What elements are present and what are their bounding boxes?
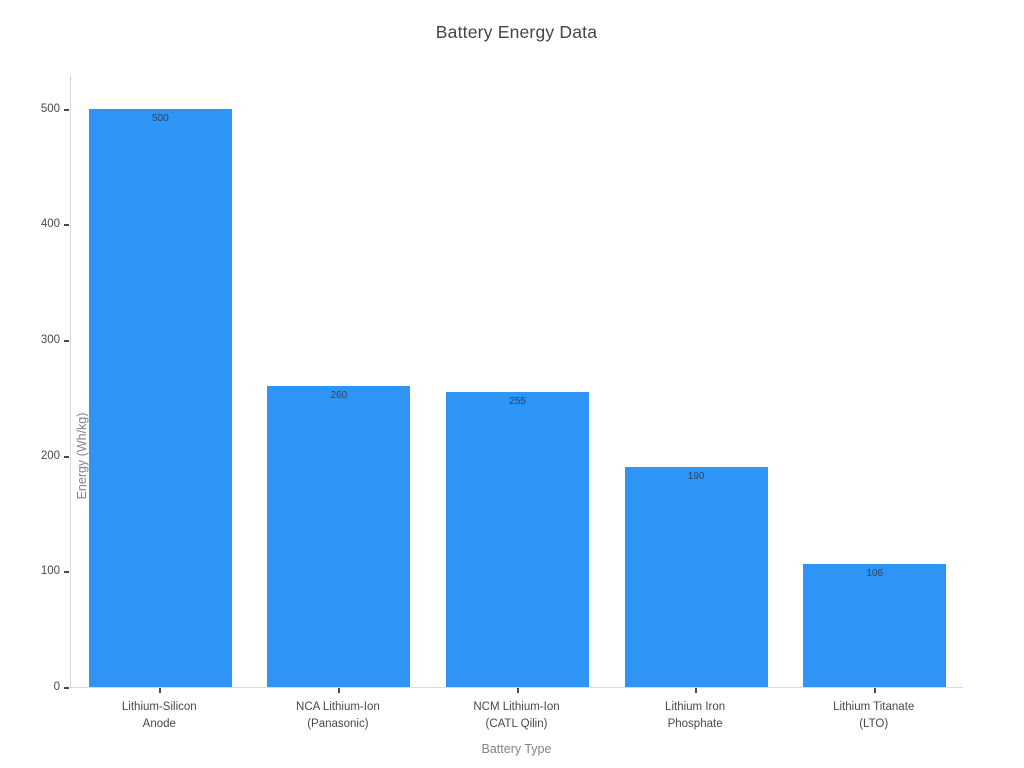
y-tick-mark	[64, 108, 69, 111]
x-tick-mark	[695, 688, 698, 693]
y-tick-label: 0	[53, 681, 60, 693]
bar-value-label: 500	[151, 112, 169, 124]
x-tick-label: Lithium Iron Phosphate	[665, 701, 726, 730]
y-tick-mark	[64, 571, 69, 574]
bar: 190	[624, 467, 768, 687]
bar: 260	[267, 386, 411, 687]
x-tick-label: NCA Lithium-Ion (Panasonic)	[296, 701, 380, 730]
y-tick-mark	[64, 340, 69, 343]
y-tick-label: 500	[40, 102, 60, 115]
plot-area: Energy (Wh/kg) 500 260 255 190 106	[64, 75, 963, 693]
x-tick-mark	[337, 688, 340, 693]
bar: 255	[446, 392, 589, 687]
y-tick-mark	[64, 224, 69, 227]
bar-value-label: 260	[330, 390, 348, 402]
x-tick-label: Lithium-Silicon Anode	[121, 701, 197, 730]
x-tick-mark	[516, 688, 519, 693]
bar-value-label: 190	[687, 471, 705, 483]
x-tick-mark	[873, 688, 876, 693]
x-tick-mark	[159, 688, 162, 693]
bar-value-label: 106	[866, 568, 884, 580]
y-tick-mark	[64, 687, 69, 689]
y-axis-title: Energy (Wh/kg)	[75, 412, 89, 500]
x-tick-label: Lithium Titanate (LTO)	[833, 701, 915, 730]
y-tick-label: 100	[40, 565, 60, 578]
y-tick-mark	[64, 455, 69, 458]
x-axis-title: Battery Type	[481, 742, 552, 756]
bar-value-label: 255	[509, 396, 526, 408]
y-tick-label: 200	[40, 449, 60, 462]
bar: 106	[803, 564, 947, 687]
chart-title: Battery Energy Data	[435, 22, 598, 42]
y-tick-label: 400	[40, 218, 60, 231]
y-tick-label: 300	[40, 334, 60, 347]
bar: 500	[88, 108, 232, 687]
x-tick-label: NCM Lithium-Ion (CATL Qilin)	[473, 701, 560, 730]
